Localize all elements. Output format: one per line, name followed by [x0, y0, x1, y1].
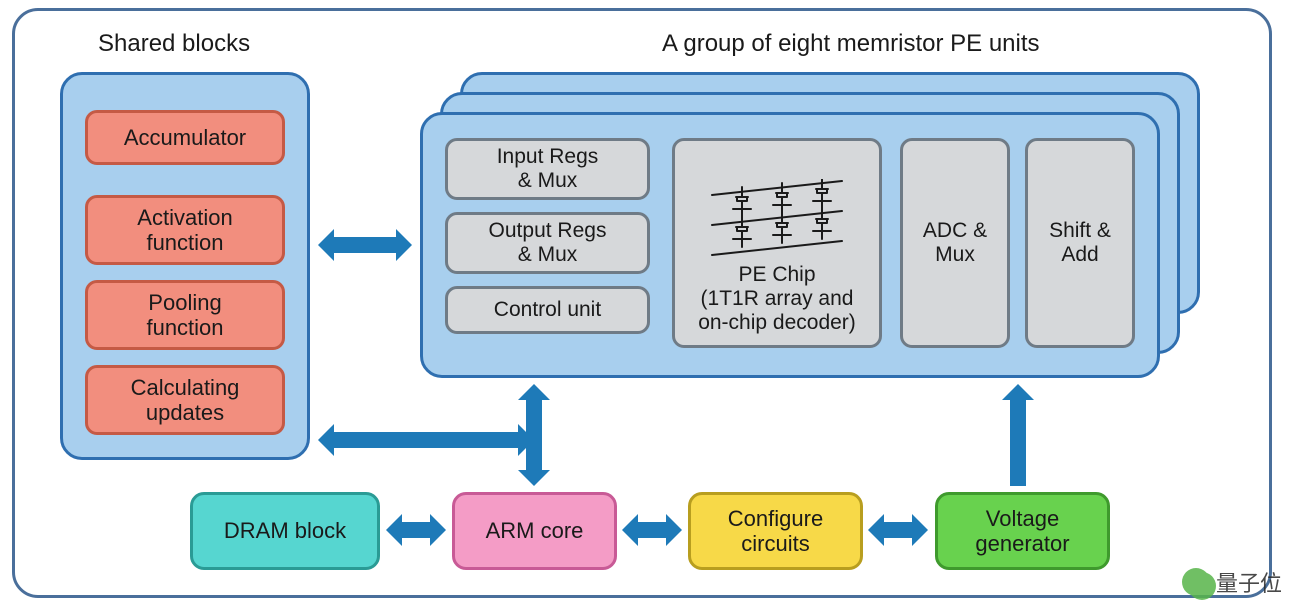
bottom-label: DRAM block [224, 518, 346, 543]
pe-shift-add: Shift &Add [1025, 138, 1135, 348]
pe-item-label: ADC &Mux [923, 219, 987, 267]
title-shared-text: Shared blocks [98, 30, 250, 58]
dram-block: DRAM block [190, 492, 380, 570]
title-pe-text: A group of eight memristor PE units [662, 30, 1040, 58]
shared-item-label: Accumulator [124, 125, 246, 150]
shared-item-pooling: Poolingfunction [85, 280, 285, 350]
title-shared: Shared blocks [98, 30, 250, 58]
pe-control-unit: Control unit [445, 286, 650, 334]
pe-item-label: Shift &Add [1049, 219, 1111, 267]
pe-adc-mux: ADC &Mux [900, 138, 1010, 348]
shared-item-updates: Calculatingupdates [85, 365, 285, 435]
shared-item-label: Poolingfunction [146, 290, 223, 341]
wechat-icon [1182, 568, 1210, 596]
crossbar-circuit-icon [702, 179, 852, 259]
arm-core: ARM core [452, 492, 617, 570]
configure-circuits: Configurecircuits [688, 492, 863, 570]
bottom-label: Configurecircuits [728, 506, 823, 557]
bottom-label: ARM core [486, 518, 584, 543]
shared-item-label: Calculatingupdates [131, 375, 240, 426]
shared-item-activation: Activationfunction [85, 195, 285, 265]
pe-item-label: Output Regs& Mux [489, 219, 607, 267]
pe-item-label: PE Chip(1T1R array andon-chip decoder) [698, 263, 856, 335]
pe-item-label: Input Regs& Mux [497, 145, 599, 193]
pe-output-regs: Output Regs& Mux [445, 212, 650, 274]
watermark: 量子位 [1182, 566, 1282, 598]
title-pe-group: A group of eight memristor PE units [662, 30, 1040, 58]
voltage-generator: Voltagegenerator [935, 492, 1110, 570]
diagram-canvas: Shared blocks A group of eight memristor… [0, 0, 1300, 608]
pe-item-label: Control unit [494, 298, 601, 322]
pe-chip: PE Chip(1T1R array andon-chip decoder) [672, 138, 882, 348]
shared-item-accumulator: Accumulator [85, 110, 285, 165]
bottom-label: Voltagegenerator [975, 506, 1069, 557]
pe-input-regs: Input Regs& Mux [445, 138, 650, 200]
watermark-text: 量子位 [1216, 566, 1282, 598]
shared-item-label: Activationfunction [137, 205, 232, 256]
